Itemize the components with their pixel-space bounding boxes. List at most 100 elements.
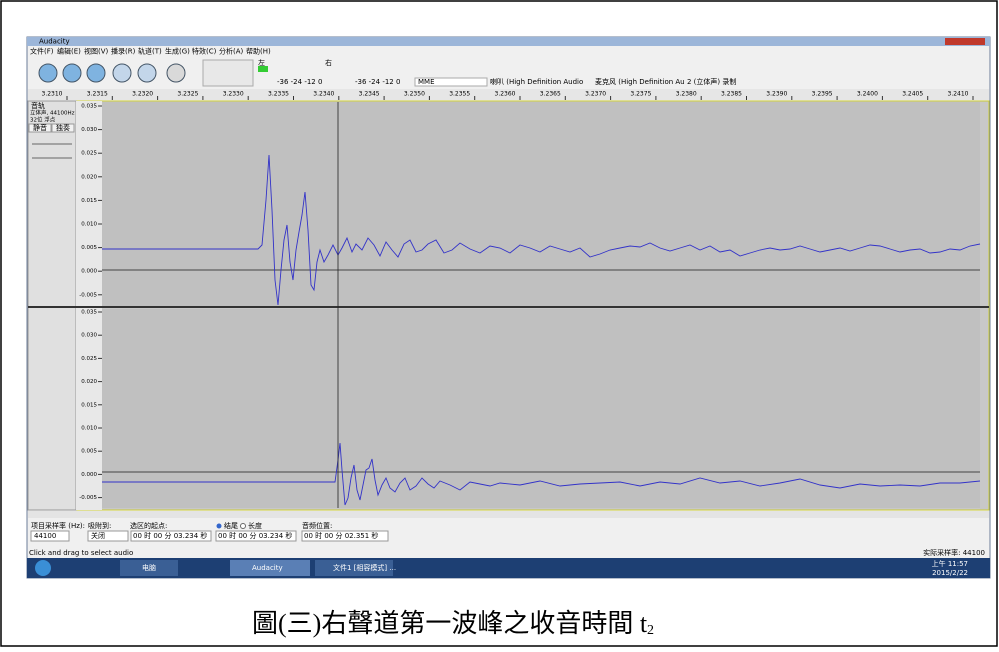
- amplitude-label: -0.005: [79, 495, 97, 501]
- caption-text: 圖(三)右聲道第一波峰之收音時間 t: [252, 609, 648, 638]
- timeline-label: 3.2380: [676, 91, 697, 98]
- timeline-label: 3.2315: [87, 91, 108, 98]
- skip-end-button[interactable]: [138, 64, 156, 82]
- play-meter-scale: -36 -24 -12 0: [277, 78, 322, 86]
- menu-item[interactable]: 轨道(T): [138, 47, 162, 56]
- rate-label: 项目采样率 (Hz):: [31, 521, 85, 530]
- amplitude-label: 0.010: [81, 222, 97, 228]
- timeline-label: 3.2395: [812, 91, 833, 98]
- status-hint: Click and drag to select audio: [29, 549, 133, 557]
- snap: 关闭: [91, 531, 105, 540]
- amplitude-label: -0.005: [79, 292, 97, 298]
- mute: 静音: [33, 123, 47, 132]
- end-option: 结尾: [224, 521, 238, 530]
- amplitude-label: 0.030: [81, 127, 97, 133]
- record-meter-scale: -36 -24 -12 0: [355, 78, 400, 86]
- start-button[interactable]: [35, 560, 51, 576]
- meter-right: 右: [325, 58, 332, 67]
- amplitude-label: 0.020: [81, 174, 97, 180]
- timeline-label: 3.2365: [540, 91, 561, 98]
- amplitude-label: 0.025: [81, 151, 97, 157]
- stop-button[interactable]: [87, 64, 105, 82]
- timeline-label: 3.2375: [630, 91, 651, 98]
- caption: 圖(三)右聲道第一波峰之收音時間 t2: [252, 609, 654, 638]
- timeline-label: 3.2355: [449, 91, 470, 98]
- end: 00 时 00 分 03.234 秒: [218, 531, 292, 540]
- timeline-label: 3.2400: [857, 91, 878, 98]
- amplitude-label: 0.035: [81, 104, 97, 110]
- timeline-label: 3.2350: [404, 91, 425, 98]
- upper-channel[interactable]: [102, 102, 980, 306]
- amplitude-label: 0.020: [81, 379, 97, 385]
- start-label: 选区的起点:: [130, 521, 167, 530]
- title-bar: [27, 37, 990, 46]
- actual-rate: 实际采样率: 44100: [923, 548, 985, 557]
- timeline-label: 3.2310: [42, 91, 63, 98]
- pause-button[interactable]: [39, 64, 57, 82]
- position: 00 时 00 分 02.351 秒: [304, 531, 378, 540]
- clock-time: 上午 11:57: [932, 559, 968, 568]
- end-radio[interactable]: [217, 524, 222, 529]
- amplitude-label: 0.035: [81, 310, 97, 316]
- amplitude-label: 0.030: [81, 333, 97, 339]
- timeline-label: 3.2360: [495, 91, 516, 98]
- caption-subscript: 2: [647, 623, 654, 638]
- track-info: 立体声, 44100Hz: [30, 109, 75, 117]
- menu-item[interactable]: 生成(G): [165, 47, 190, 56]
- lower-channel[interactable]: [102, 309, 980, 508]
- timeline-label: 3.2330: [223, 91, 244, 98]
- amplitude-label: 0.000: [81, 472, 97, 478]
- track-panel: [28, 101, 76, 510]
- solo: 独奏: [56, 123, 70, 132]
- menu-item[interactable]: 编辑(E): [57, 47, 81, 56]
- timeline-label: 3.2325: [177, 91, 198, 98]
- word: 文件1 [相容模式] ...: [333, 563, 396, 572]
- record-button[interactable]: [167, 64, 185, 82]
- timeline-label: 3.2345: [359, 91, 380, 98]
- start: 00 时 00 分 03.234 秒: [133, 531, 207, 540]
- menu-item[interactable]: 特效(C): [192, 47, 217, 56]
- amplitude-label: 0.015: [81, 402, 97, 408]
- window-controls[interactable]: [945, 38, 985, 45]
- output-device: 喇叭 (High Definition Audio: [490, 77, 583, 86]
- explorer: 电脑: [142, 563, 156, 572]
- window-title: Audacity: [39, 38, 70, 46]
- input-device: 麦克风 (High Definition Au: [595, 77, 685, 86]
- amplitude-label: 0.015: [81, 198, 97, 204]
- menu-item[interactable]: 文件(F): [30, 47, 54, 56]
- timeline-label: 3.2320: [132, 91, 153, 98]
- clock-date: 2015/2/22: [932, 569, 968, 577]
- amplitude-label: 0.005: [81, 449, 97, 455]
- menu-item[interactable]: 视图(V): [84, 47, 109, 56]
- length-option: 长度: [248, 521, 262, 530]
- meter-level: [258, 66, 268, 72]
- length-radio[interactable]: [241, 524, 246, 529]
- tools[interactable]: [203, 60, 253, 86]
- amplitude-label: 0.000: [81, 269, 97, 275]
- track-name[interactable]: 音轨: [31, 101, 45, 110]
- host: MME: [418, 78, 435, 86]
- menu-item[interactable]: 播录(R): [111, 47, 136, 56]
- amplitude-label: 0.005: [81, 245, 97, 251]
- timeline-label: 3.2390: [766, 91, 787, 98]
- timeline-label: 3.2385: [721, 91, 742, 98]
- scrollbar[interactable]: [28, 511, 989, 518]
- menu-item[interactable]: 分析(A): [219, 47, 244, 56]
- play-button[interactable]: [63, 64, 81, 82]
- position-label: 音频位置:: [302, 521, 332, 530]
- rate: 44100: [34, 532, 56, 540]
- snap-label: 吸附到:: [88, 521, 111, 530]
- skip-start-button[interactable]: [113, 64, 131, 82]
- channels: 2 (立体声) 录制: [687, 77, 736, 86]
- figure: Audacity 文件(F)编辑(E)视图(V)播录(R)轨道(T)生成(G)特…: [0, 0, 999, 648]
- menu-item[interactable]: 帮助(H): [246, 47, 271, 56]
- audacity: Audacity: [252, 564, 283, 572]
- menu-bar: 文件(F)编辑(E)视图(V)播录(R)轨道(T)生成(G)特效(C)分析(A)…: [30, 47, 271, 56]
- timeline-label: 3.2340: [313, 91, 334, 98]
- amplitude-label: 0.010: [81, 426, 97, 432]
- transport: [39, 60, 253, 86]
- timeline-label: 3.2370: [585, 91, 606, 98]
- timeline-label: 3.2335: [268, 91, 289, 98]
- amplitude-label: 0.025: [81, 356, 97, 362]
- meter-left: 左: [258, 58, 265, 67]
